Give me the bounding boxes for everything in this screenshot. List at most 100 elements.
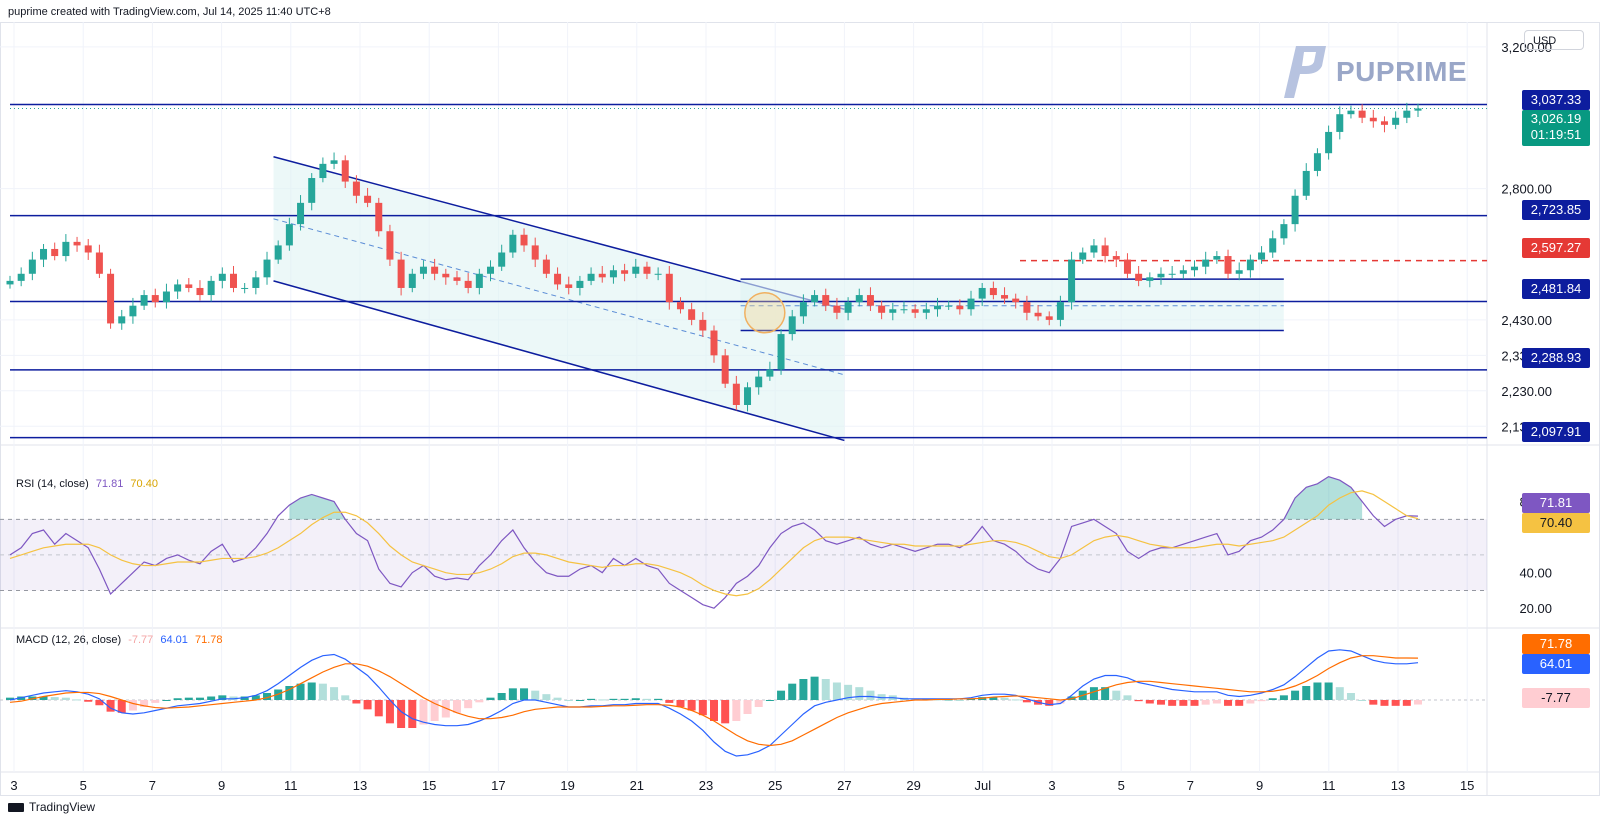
candle-body [218, 273, 226, 281]
candle-body [51, 248, 59, 257]
macd-histogram-bar [140, 700, 149, 707]
candle-body [73, 241, 81, 246]
rsi-pane[interactable] [0, 476, 1487, 609]
macd-histogram-bar [307, 682, 316, 700]
macd-histogram-bar [955, 700, 964, 701]
macd-pane[interactable] [0, 649, 1487, 757]
macd-histogram-bar [631, 698, 640, 700]
macd-histogram-bar [609, 698, 618, 700]
candle-body [878, 305, 886, 313]
macd-histogram-bar [50, 697, 59, 700]
candle-body [140, 295, 148, 306]
price-pane[interactable] [6, 102, 1488, 442]
macd-histogram-bar [408, 700, 417, 728]
candle-body [84, 245, 92, 253]
candle-body [1414, 108, 1422, 111]
candle-body [1347, 110, 1355, 115]
macd-histogram-bar [430, 700, 439, 721]
candle-body [1001, 295, 1009, 299]
candle-body [967, 298, 975, 310]
candle-body [688, 309, 696, 320]
candle-body [844, 302, 852, 313]
time-tick-label: 19 [560, 778, 574, 793]
candle-body [431, 266, 439, 274]
macd-histogram-bar [73, 699, 82, 701]
candle-body [632, 266, 640, 274]
currency-button[interactable]: USD [1524, 30, 1584, 50]
macd-histogram-bar [475, 700, 484, 703]
macd-histogram-bar [721, 700, 730, 724]
candle-body [308, 178, 316, 203]
channel-lower-line [273, 280, 845, 442]
candle-body [1280, 224, 1288, 239]
candle-body [1325, 131, 1333, 154]
time-tick-label: 11 [284, 778, 298, 793]
price-tick-label: 2,230.00 [1501, 384, 1552, 399]
macd-histogram-bar [1224, 700, 1233, 706]
candle-body [285, 224, 293, 246]
macd-histogram-bar [1302, 686, 1311, 700]
candle-body [1168, 273, 1176, 275]
candle-body [1079, 252, 1087, 260]
macd-histogram-bar [1045, 700, 1054, 706]
candle-body [777, 334, 785, 370]
macd-histogram-bar [1123, 695, 1132, 700]
macd-histogram-bar [687, 700, 696, 711]
macd-histogram-bar [777, 690, 786, 700]
candle-body [799, 302, 807, 317]
candle-body [487, 266, 495, 274]
time-tick-label: 23 [699, 778, 713, 793]
macd-histogram-bar [1201, 700, 1210, 705]
macd-histogram-bar [84, 700, 93, 702]
macd-histogram-bar [542, 694, 551, 700]
macd-histogram-bar [710, 700, 718, 721]
histogram-value-label: -7.77 [1522, 688, 1590, 708]
macd-histogram-bar [1246, 700, 1255, 704]
macd-histogram-bar [1358, 700, 1367, 701]
macd-histogram-bar [1391, 700, 1400, 706]
macd-histogram-bar [1335, 687, 1344, 700]
tradingview-footer[interactable]: TradingView [8, 800, 95, 814]
candle-body [710, 330, 718, 356]
time-axis[interactable]: 3 5 7 9 11 13 15 17 19 21 23 25 27 29 Jul 3 5 7 9 11 13 15 [10, 778, 1474, 793]
current-price-label: 3,026.19 01:19:51 [1522, 110, 1590, 146]
candle-body [721, 355, 729, 384]
time-tick-label: 25 [768, 778, 782, 793]
candle-body [129, 305, 137, 317]
candle-body [676, 302, 684, 310]
candle-body [956, 305, 964, 310]
candle-body [1202, 259, 1210, 267]
candle-body [17, 273, 25, 281]
macd-histogram-bar [1291, 690, 1300, 700]
macd-histogram-bar [788, 683, 797, 700]
candle-body [397, 259, 405, 288]
candle-body [352, 181, 360, 196]
candle-body [788, 316, 796, 335]
candle-body [609, 270, 617, 278]
macd-histogram-bar [1112, 690, 1121, 700]
macd-histogram-bar [162, 700, 171, 701]
candle-body [1213, 256, 1221, 260]
macd-histogram-bar [810, 676, 819, 700]
candle-body [1392, 117, 1400, 125]
candle-body [1135, 273, 1143, 281]
rsi-tick-label: 20.00 [1519, 601, 1552, 616]
candle-body [229, 273, 237, 288]
macd-value-label: 64.01 [1522, 654, 1590, 674]
macd-histogram-bar [1257, 700, 1266, 702]
candle-body [900, 309, 908, 311]
candle-body [1291, 195, 1299, 225]
macd-histogram-bar [173, 698, 182, 700]
brand-logo-icon [1282, 44, 1328, 100]
macd-legend: MACD (12, 26, close) -7.77 64.01 71.78 [16, 634, 226, 646]
candle-body [989, 287, 997, 296]
macd-histogram-bar [732, 700, 741, 721]
candle-body [6, 280, 14, 285]
candle-body [1034, 312, 1042, 317]
candle-body [40, 248, 48, 260]
candle-body [1369, 117, 1377, 122]
candle-body [811, 295, 819, 303]
candle-body [464, 280, 472, 288]
candle-body [1358, 110, 1366, 118]
